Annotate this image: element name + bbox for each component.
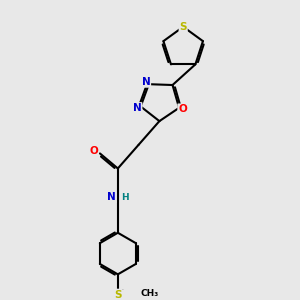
Text: N: N [142, 77, 150, 87]
Text: O: O [89, 146, 98, 156]
Text: CH₃: CH₃ [140, 289, 159, 298]
Text: S: S [114, 290, 122, 299]
Text: N: N [133, 103, 142, 113]
Text: N: N [107, 192, 116, 202]
Text: S: S [179, 22, 187, 32]
Text: H: H [121, 193, 129, 202]
Text: O: O [178, 104, 187, 114]
